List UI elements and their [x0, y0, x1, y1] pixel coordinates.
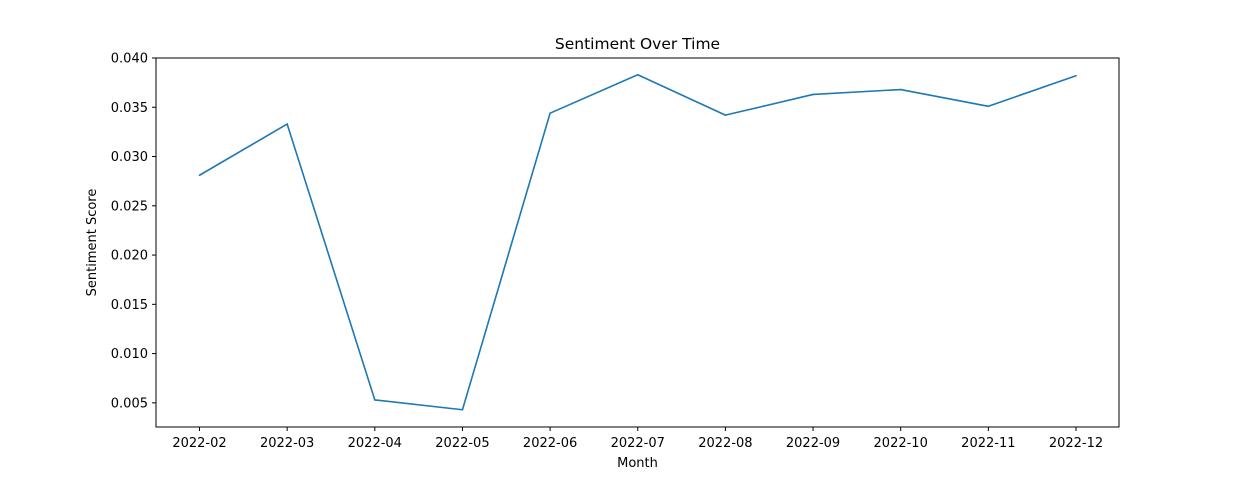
- x-tick-label: 2022-07: [611, 436, 665, 451]
- y-tick-label: 0.010: [111, 347, 148, 362]
- data-point: [549, 112, 551, 114]
- series-layer: [198, 73, 1077, 411]
- chart-title: Sentiment Over Time: [555, 35, 720, 53]
- x-tick-label: 2022-11: [961, 436, 1015, 451]
- x-tick-label: 2022-04: [348, 436, 402, 451]
- x-tick-label: 2022-10: [874, 436, 928, 451]
- x-tick-label: 2022-05: [435, 436, 489, 451]
- y-tick-label: 0.005: [111, 396, 148, 411]
- x-tick-label: 2022-12: [1049, 436, 1103, 451]
- y-tick-label: 0.030: [111, 150, 148, 165]
- data-point: [286, 123, 288, 125]
- x-tick-label: 2022-08: [698, 436, 752, 451]
- data-point: [636, 73, 639, 76]
- x-tick-label: 2022-02: [172, 436, 226, 451]
- x-tick-label: 2022-03: [260, 436, 314, 451]
- x-axis-label: Month: [617, 456, 658, 471]
- data-point: [812, 93, 814, 96]
- y-axis-label: Sentiment Score: [85, 189, 100, 297]
- data-point: [899, 88, 902, 91]
- series-line: [199, 73, 1077, 411]
- x-tick-label: 2022-09: [786, 436, 840, 451]
- data-point: [1075, 74, 1077, 77]
- y-tick-label: 0.040: [111, 52, 148, 67]
- data-point: [724, 114, 727, 116]
- data-point: [987, 105, 990, 108]
- x-axis: 2022-02 2022-03 2022-04 2022-05 2022-06 2022-…: [172, 427, 1103, 451]
- y-tick-label: 0.025: [111, 199, 148, 214]
- data-point: [374, 399, 376, 401]
- y-axis: 0.005 0.010 0.015 0.020 0.025 0.030 0.035 0.040: [111, 52, 156, 411]
- data-point: [198, 174, 201, 177]
- data-point: [461, 408, 464, 411]
- y-tick-label: 0.020: [111, 249, 148, 264]
- y-tick-label: 0.035: [111, 101, 148, 116]
- y-tick-label: 0.015: [111, 298, 148, 313]
- plot-area: [155, 57, 1120, 428]
- x-tick-label: 2022-06: [523, 436, 577, 451]
